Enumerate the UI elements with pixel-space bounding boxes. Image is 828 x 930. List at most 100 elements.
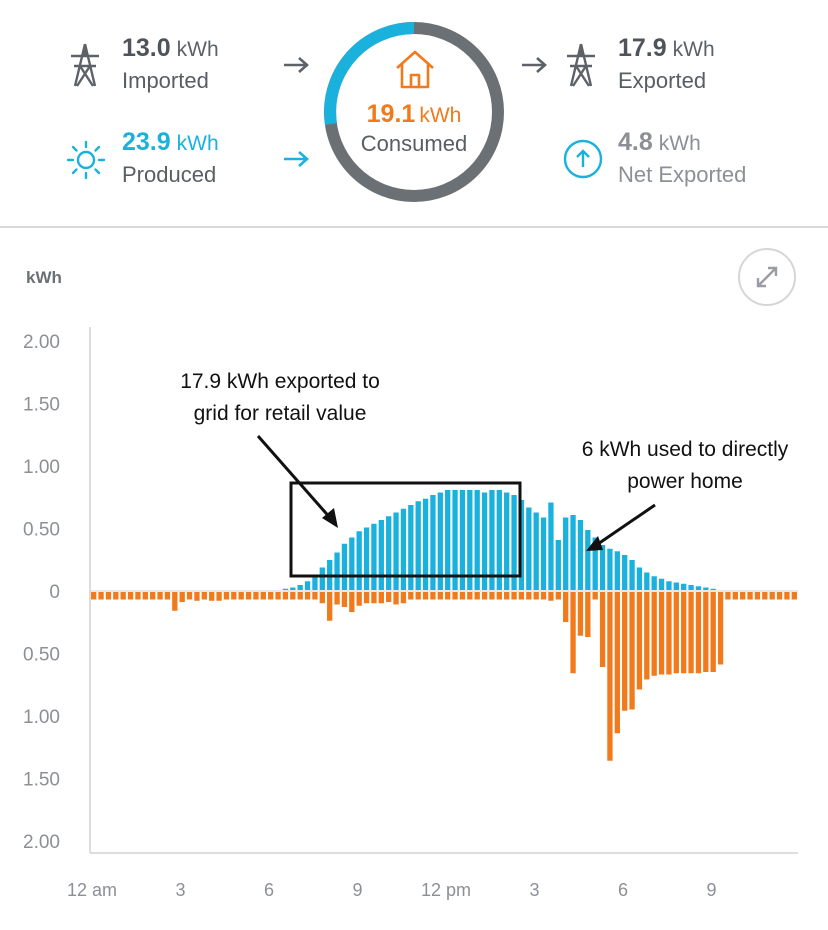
grid-bar	[762, 592, 768, 600]
exported-label: Exported	[618, 68, 707, 93]
grid-bar	[540, 592, 547, 600]
grid-bar	[371, 592, 377, 604]
y-tick-label: 0	[49, 582, 60, 603]
consumed-label: Consumed	[360, 131, 468, 156]
grid-bar	[186, 592, 193, 600]
grid-bar	[747, 592, 753, 600]
grid-bar	[769, 592, 775, 600]
grid-bar	[489, 592, 495, 600]
solar-bar	[695, 586, 702, 590]
grid-bar	[481, 592, 488, 600]
x-tick-label: 12 am	[67, 880, 117, 900]
grid-bar	[127, 592, 134, 600]
grid-bar	[113, 592, 119, 600]
grid-bar	[400, 592, 407, 604]
grid-bar	[703, 592, 709, 672]
grid-bar	[268, 592, 274, 600]
grid-bar	[150, 592, 156, 600]
solar-bar	[673, 582, 679, 590]
solar-bar	[540, 517, 547, 590]
arrow-right-icon	[284, 151, 309, 167]
grid-bar	[754, 592, 761, 600]
grid-bar	[445, 592, 451, 600]
arrow-right-icon	[284, 57, 309, 73]
grid-bar	[555, 592, 561, 600]
net-exported-unit: kWh	[658, 132, 701, 155]
grid-bar	[776, 592, 783, 600]
grid-bar	[570, 592, 576, 674]
grid-bar	[157, 592, 163, 600]
grid-bar	[282, 592, 289, 600]
grid-bar	[740, 592, 746, 600]
grid-bar	[644, 592, 650, 680]
grid-bar	[526, 592, 532, 600]
grid-bar	[695, 592, 702, 674]
solar-bar	[422, 498, 429, 590]
solar-bar	[430, 495, 436, 590]
x-tick-label: 3	[529, 880, 539, 900]
solar-bar	[282, 588, 289, 590]
solar-bar	[371, 523, 377, 590]
grid-bar	[98, 592, 104, 600]
grid-bar	[386, 592, 392, 602]
x-tick-label: 9	[352, 880, 362, 900]
produced-label: Produced	[122, 162, 217, 187]
solar-bar	[614, 551, 620, 590]
solar-bar	[459, 490, 466, 590]
grid-bar	[216, 592, 222, 601]
y-tick-label: 1.50	[23, 770, 60, 791]
grid-bar	[334, 592, 340, 605]
grid-bar	[290, 592, 296, 600]
solar-bar	[533, 512, 539, 590]
x-tick-label: 3	[175, 880, 185, 900]
imported-unit: kWh	[176, 38, 219, 61]
grid-bar	[312, 592, 318, 600]
grid-bar	[179, 592, 185, 602]
grid-bar	[504, 592, 510, 600]
solar-bar	[437, 492, 443, 590]
y-tick-label: 2.00	[23, 832, 60, 853]
consumed-value: 19.1	[366, 100, 416, 128]
x-tick-label: 12 pm	[421, 880, 471, 900]
solar-bar	[415, 501, 421, 590]
grid-bar	[651, 592, 657, 676]
solar-bar	[526, 507, 532, 590]
solar-bar	[452, 490, 458, 590]
sun-icon	[66, 140, 106, 180]
grid-bar	[245, 592, 252, 600]
export-annotation-line1: 17.9 kWh exported to	[180, 370, 380, 393]
expand-chart-button[interactable]	[738, 248, 796, 306]
solar-bar	[577, 520, 584, 590]
x-tick-label: 6	[264, 880, 274, 900]
grid-bar	[548, 592, 554, 601]
produced-value: 23.9	[122, 128, 171, 156]
arrow-up-circle-icon	[563, 139, 603, 179]
grid-bar	[658, 592, 665, 675]
grid-bar	[452, 592, 458, 600]
grid-bar	[791, 592, 797, 600]
x-tick-label: 9	[706, 880, 716, 900]
y-tick-label: 1.00	[23, 457, 60, 478]
grid-bar	[105, 592, 112, 600]
grid-bar	[577, 592, 584, 636]
solar-bar	[681, 583, 687, 590]
produced-unit: kWh	[176, 132, 219, 155]
grid-bar	[533, 592, 539, 600]
grid-bar	[592, 592, 598, 600]
solar-bar	[467, 490, 473, 590]
solar-bar	[599, 545, 606, 590]
solar-bar	[489, 490, 495, 590]
solar-bar	[445, 490, 451, 590]
grid-bar	[437, 592, 443, 600]
home-annotation-line2: power home	[627, 469, 743, 493]
grid-bar	[349, 592, 355, 612]
grid-bar	[393, 592, 399, 605]
solar-bar	[334, 552, 340, 590]
energy-chart: kWh 2.00 1.50 1.00 0.50 0 0.50 1.00 1.50 2.00 12 a…	[23, 268, 798, 900]
solar-bar	[304, 581, 311, 590]
grid-bar	[164, 592, 171, 600]
grid-bar	[732, 592, 738, 600]
solar-bar	[356, 531, 362, 590]
solar-bar	[607, 548, 613, 590]
consumed-unit: kWh	[419, 104, 462, 127]
